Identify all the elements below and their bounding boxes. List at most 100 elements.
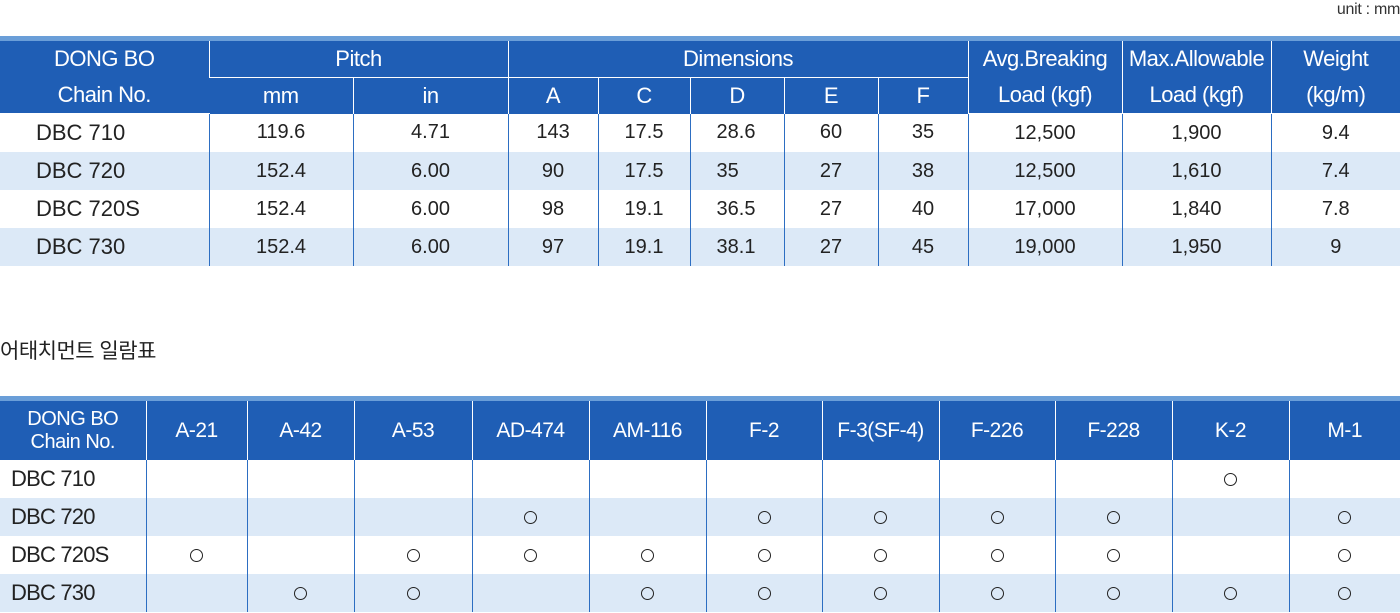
chain-no-cell: DBC 720: [0, 152, 209, 190]
dim-e-cell: 27: [783, 152, 879, 190]
dim-e-cell: 60: [783, 113, 879, 152]
attachment-cell: [353, 536, 472, 574]
pitch-mm-cell: 152.4: [208, 228, 353, 266]
header-max-allowable-load: Max.Allowable Load (kgf): [1121, 41, 1272, 114]
table-row: DBC 720S 152.4 6.00 98 19.1 36.5 27 40 1…: [0, 190, 1400, 228]
dim-c-cell: 17.5: [597, 152, 691, 190]
table-row: DBC 730 152.4 6.00 97 19.1 38.1 27 45 19…: [0, 228, 1400, 266]
header-attachment-4: AM-116: [588, 401, 706, 460]
table-row: DBC 720S: [0, 536, 1400, 574]
attachment-cell: [705, 498, 822, 536]
available-mark-icon: [294, 586, 307, 600]
header-d: D: [689, 77, 785, 114]
available-mark-icon: [1338, 548, 1352, 562]
header-dimensions: Dimensions: [507, 41, 969, 79]
available-mark-icon: [990, 586, 1004, 600]
attachment-list-title: 어태치먼트 일람표: [0, 340, 156, 363]
available-mark-icon: [1338, 586, 1352, 600]
attachment-cell: [353, 460, 472, 498]
header-in: in: [352, 77, 509, 114]
header-attachment-9: K-2: [1171, 401, 1289, 460]
header-mm: mm: [209, 77, 353, 114]
attachment-cell: [471, 498, 589, 536]
pitch-mm-cell: 119.6: [208, 113, 353, 152]
attachment-cell: [938, 460, 1055, 498]
header-a: A: [507, 77, 599, 114]
header-weight: Weight (kg/m): [1270, 41, 1400, 114]
header-attachment-10: M-1: [1288, 401, 1400, 460]
avg-load-cell: 17,000: [967, 190, 1123, 228]
available-mark-icon: [990, 510, 1004, 524]
available-mark-icon: [406, 586, 420, 600]
attachment-cell: [1171, 574, 1289, 612]
chain-no-cell: DBC 710: [36, 120, 126, 145]
header-chain-no: DONG BO Chain No.: [0, 41, 209, 114]
available-mark-icon: [190, 548, 203, 562]
attachment-cell: [246, 460, 354, 498]
attachment-table: DONG BO Chain No. A-21 A-42 A-53 AD-474 AM-1…: [0, 401, 1400, 612]
dim-d-cell: 36.5: [689, 190, 785, 228]
dim-a-cell: 143: [507, 113, 599, 152]
attachment-cell: [145, 460, 247, 498]
table-row: DBC 720 152.4 6.00 90 17.5 35 27 38 12,5…: [0, 152, 1400, 190]
header-avg-breaking-load: Avg.Breaking Load (kgf): [967, 41, 1123, 114]
attachment-cell: [1054, 460, 1172, 498]
header-chain-line1: DONG BO: [27, 407, 119, 430]
header-attachment-0: A-21: [145, 401, 247, 460]
unit-label: unit : mm: [1336, 1, 1400, 18]
pitch-in-cell: 4.71: [352, 113, 509, 152]
available-mark-icon: [1107, 586, 1120, 600]
header-avg-line1: Avg.Breaking: [982, 46, 1108, 71]
available-mark-icon: [757, 548, 771, 562]
table-row: DBC 710: [0, 460, 1400, 498]
available-mark-icon: [1224, 586, 1237, 600]
table-top-bar: [0, 36, 1400, 41]
attachment-cell: [353, 574, 472, 612]
available-mark-icon: [1107, 548, 1120, 562]
header-chain-line1: DONG BO: [54, 46, 155, 71]
attachment-cell: [938, 536, 1055, 574]
chain-no-cell: DBC 710: [11, 466, 95, 491]
header-attachment-7: F-226: [938, 401, 1055, 460]
attachment-cell: [471, 460, 589, 498]
attachment-cell: [1288, 574, 1400, 612]
attachment-cell: [588, 498, 706, 536]
attachment-cell: [1171, 536, 1289, 574]
header-weight-line1: Weight: [1303, 46, 1369, 71]
attachment-cell: [938, 498, 1055, 536]
dim-d-cell: 28.6: [689, 113, 785, 152]
dim-a-cell: 90: [507, 152, 599, 190]
chain-no-cell: DBC 720S: [11, 542, 109, 567]
attachment-cell: [705, 460, 822, 498]
available-mark-icon: [524, 548, 537, 562]
header-e: E: [783, 77, 879, 114]
dim-a-cell: 97: [507, 228, 599, 266]
table-row: DBC 710 119.6 4.71 143 17.5 28.6 60 35 1…: [0, 113, 1400, 152]
weight-cell: 7.8: [1270, 190, 1400, 228]
header-attachment-3: AD-474: [471, 401, 589, 460]
available-mark-icon: [1107, 510, 1120, 524]
available-mark-icon: [406, 548, 420, 562]
available-mark-icon: [874, 586, 887, 600]
header-attachment-8: F-228: [1054, 401, 1172, 460]
header-attachment-2: A-53: [353, 401, 472, 460]
attachment-cell: [1288, 460, 1400, 498]
attachment-cell: [1171, 498, 1289, 536]
attachment-cell: [588, 460, 706, 498]
attachment-cell: [938, 574, 1055, 612]
available-mark-icon: [990, 548, 1004, 562]
attachment-table-top-bar: [0, 396, 1400, 401]
attachment-cell: [821, 536, 939, 574]
dim-f-cell: 38: [877, 152, 969, 190]
available-mark-icon: [874, 510, 887, 524]
header-attachment-6: F-3(SF-4): [821, 401, 939, 460]
pitch-in-cell: 6.00: [352, 190, 509, 228]
available-mark-icon: [757, 586, 771, 600]
chain-no-cell: DBC 720: [0, 498, 146, 536]
header-attachment-5: F-2: [705, 401, 822, 460]
dim-e-cell: 27: [783, 228, 879, 266]
attachment-cell: [588, 536, 706, 574]
attachment-cell: [246, 498, 354, 536]
attachment-cell: [145, 536, 247, 574]
weight-cell: 9.4: [1270, 113, 1400, 152]
